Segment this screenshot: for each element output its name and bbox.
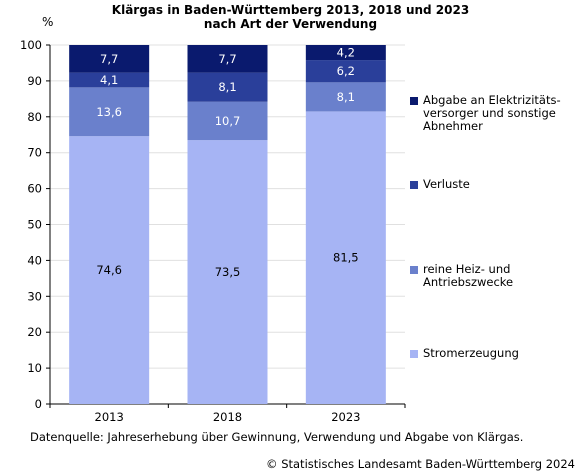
y-tick-label: 0 xyxy=(35,397,42,411)
bar-value-label: 13,6 xyxy=(96,105,122,119)
legend-swatch xyxy=(410,266,418,274)
bar-value-label: 8,1 xyxy=(337,90,355,104)
bar-value-label: 7,7 xyxy=(218,52,236,66)
bar-segment xyxy=(187,101,268,141)
y-tick-label: 40 xyxy=(27,253,42,267)
legend-item: Stromerzeugung xyxy=(410,347,581,360)
bar-segment xyxy=(187,45,268,73)
bar-segment xyxy=(69,136,150,404)
bar-value-label: 74,6 xyxy=(96,263,122,277)
y-tick-label: 50 xyxy=(27,218,42,232)
bar-segment xyxy=(305,111,386,404)
y-tick-label: 90 xyxy=(27,74,42,88)
data-source-note: Datenquelle: Jahreserhebung über Gewinnu… xyxy=(30,430,524,444)
copyright-note: © Statistisches Landesamt Baden-Württemb… xyxy=(266,457,575,471)
bar-value-label: 6,2 xyxy=(337,64,355,78)
x-tick-label: 2023 xyxy=(331,410,360,424)
y-tick-label: 100 xyxy=(20,38,42,52)
legend-item: reine Heiz- und Antriebszwecke xyxy=(410,263,581,289)
x-axis-labels: 2013 2018 2023 xyxy=(49,404,406,424)
bar-segment xyxy=(69,87,150,137)
bar-segment xyxy=(187,140,268,404)
x-tick-label: 2013 xyxy=(95,410,124,424)
y-tick-label: 60 xyxy=(27,182,42,196)
legend-label: Verluste xyxy=(423,177,470,191)
bar-value-label: 7,7 xyxy=(100,52,118,66)
bar-value-label: 81,5 xyxy=(333,251,359,265)
bar-segment xyxy=(305,60,386,83)
legend-label: Abgabe an Elektrizitäts-versorger und so… xyxy=(423,93,561,133)
y-tick-label: 30 xyxy=(27,289,42,303)
legend-label: Stromerzeugung xyxy=(423,346,519,360)
bar-segment xyxy=(187,72,268,102)
bar-segment xyxy=(305,45,386,61)
legend-item: Verluste xyxy=(410,178,581,191)
bar-value-label: 4,2 xyxy=(337,46,355,60)
x-tick-label: 2018 xyxy=(213,410,242,424)
y-axis-label: % xyxy=(42,15,53,29)
legend-label: reine Heiz- und Antriebszwecke xyxy=(423,262,514,289)
legend-swatch xyxy=(410,350,418,358)
bar-value-label: 73,5 xyxy=(215,265,241,279)
y-tick-label: 80 xyxy=(27,110,42,124)
y-tick-label: 70 xyxy=(27,146,42,160)
bar-value-label: 4,1 xyxy=(100,73,118,87)
y-tick-label: 10 xyxy=(27,361,42,375)
y-axis-ticks: 0 10 20 30 40 50 60 70 80 90 100 xyxy=(20,38,50,411)
y-tick-label: 20 xyxy=(27,325,42,339)
chart-title-line1: Klärgas in Baden-Württemberg 2013, 2018 … xyxy=(111,3,470,17)
bar-segment xyxy=(69,72,150,88)
legend-item: Abgabe an Elektrizitäts-versorger und so… xyxy=(410,94,581,133)
bar-segment xyxy=(69,45,150,73)
bar-group: 74,6 13,6 4,1 7,7 73,5 10,7 8,1 7,7 81,5 8,1 6,2 4,… xyxy=(69,45,386,404)
legend-swatch xyxy=(410,181,418,189)
bar-value-label: 8,1 xyxy=(218,80,236,94)
bar-value-label: 10,7 xyxy=(215,114,241,128)
chart-title-line2: nach Art der Verwendung xyxy=(203,17,378,31)
bar-segment xyxy=(305,82,386,112)
chart-title: Klärgas in Baden-Württemberg 2013, 2018 … xyxy=(0,3,581,31)
legend-swatch xyxy=(410,97,418,105)
